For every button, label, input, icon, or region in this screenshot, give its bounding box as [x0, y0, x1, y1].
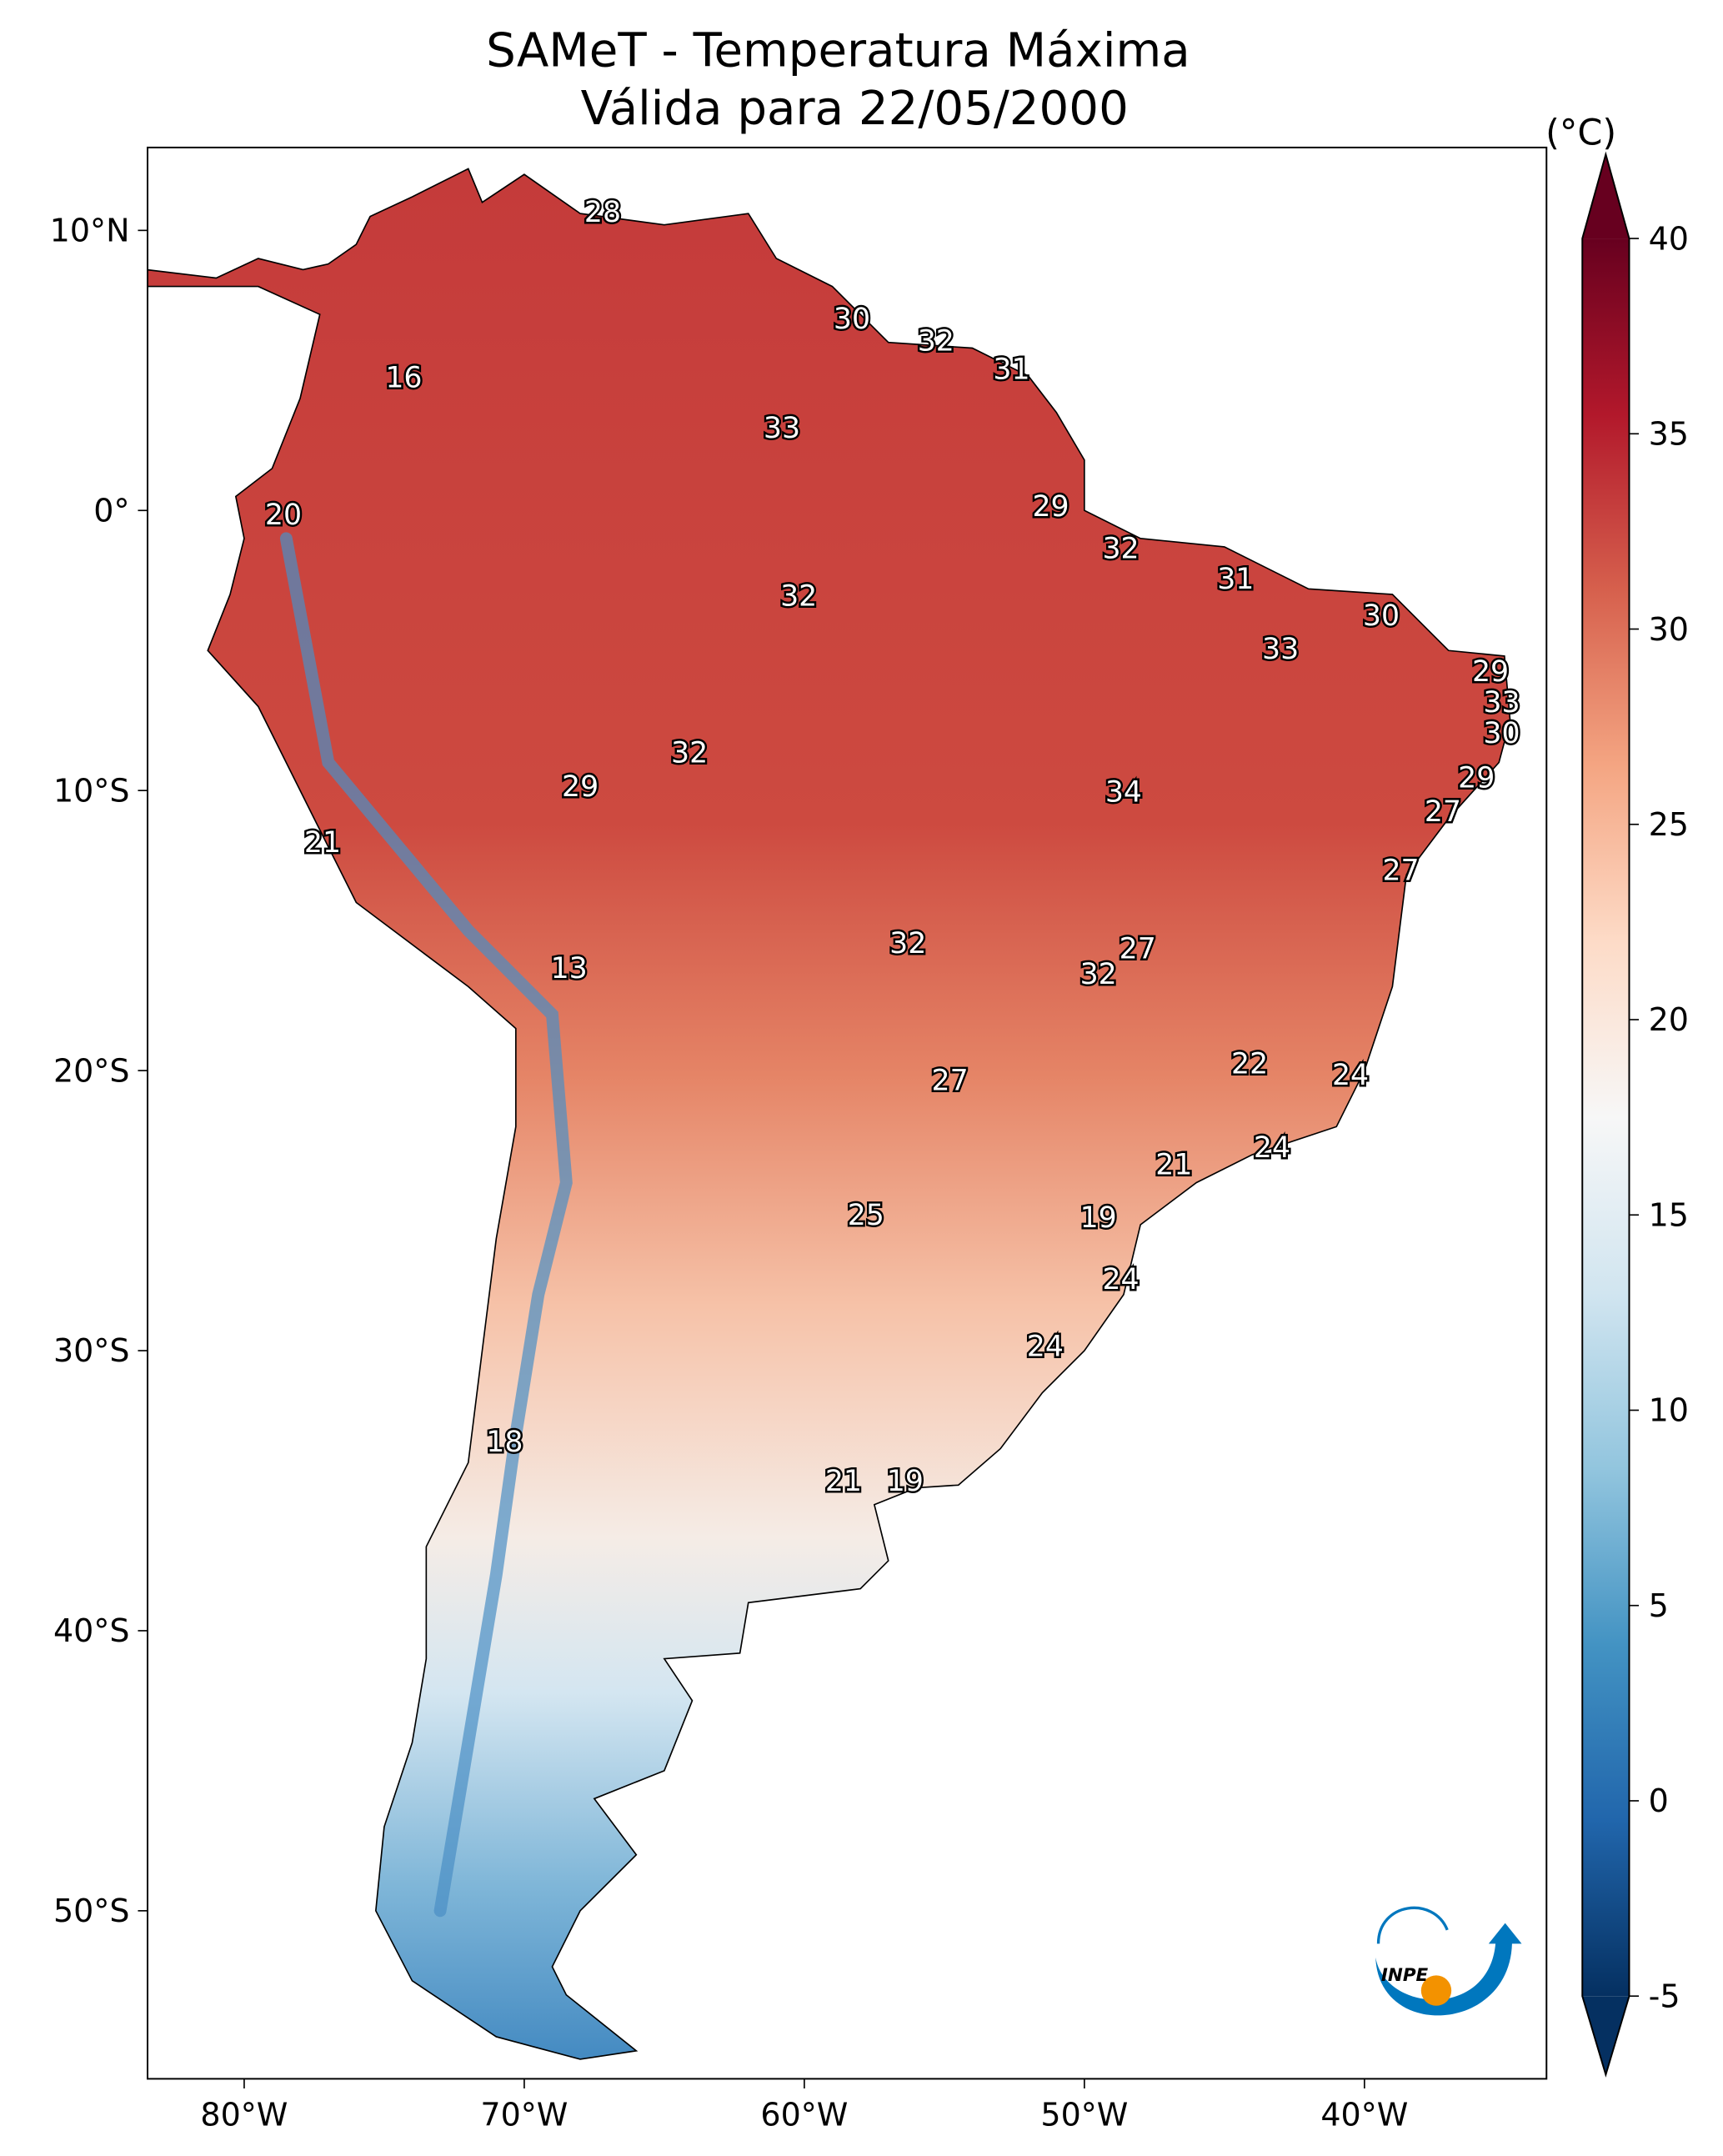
- colorbar-extend-max: [1582, 154, 1630, 239]
- lon-tick-label: 70°W: [480, 2097, 568, 2133]
- colorbar-tick-label: 15: [1649, 1196, 1689, 1233]
- temperature-label: 29: [1458, 762, 1495, 795]
- south-america-landmass: [148, 168, 1511, 2060]
- lat-tick-label: 0°: [93, 492, 129, 529]
- colorbar-tick-label: 0: [1649, 1782, 1669, 1819]
- temperature-label: 25: [848, 1199, 884, 1232]
- temperature-label: 32: [889, 927, 926, 960]
- temperature-label: 22: [1231, 1047, 1268, 1081]
- lat-tick-label: 50°S: [53, 1893, 130, 1929]
- temperature-label: 21: [825, 1465, 862, 1498]
- lat-tick-label: 10°N: [50, 213, 130, 249]
- lon-tick-label: 60°W: [760, 2097, 848, 2133]
- temperature-label: 24: [1332, 1059, 1369, 1092]
- temperature-label: 27: [1382, 855, 1419, 888]
- lat-tick-label: 20°S: [53, 1052, 130, 1089]
- map-title: SAMeT - Temperatura Máxima: [486, 23, 1190, 78]
- temperature-label: 30: [1363, 599, 1400, 633]
- temperature-label: 33: [1262, 633, 1299, 666]
- lat-tick-label: 10°S: [53, 772, 130, 809]
- temperature-label: 31: [993, 353, 1029, 386]
- temperature-label: 13: [551, 952, 588, 985]
- temperature-label: 29: [562, 770, 599, 804]
- colorbar-unit: (°C): [1545, 113, 1616, 154]
- colorbar-tick-label: 20: [1649, 1001, 1689, 1038]
- temperature-label: 27: [932, 1065, 969, 1098]
- colorbar: (°C) 40 35 30 25 20 15 10 5 0 -5: [1545, 113, 1689, 2078]
- temperature-label: 32: [671, 737, 708, 770]
- temperature-label: 34: [1105, 776, 1142, 810]
- temperature-label: 28: [584, 196, 621, 229]
- temperature-label: 16: [385, 361, 422, 394]
- lon-tick-label: 40°W: [1320, 2097, 1408, 2133]
- logo-text: INPE: [1381, 1965, 1429, 1986]
- colorbar-tick-label: 35: [1649, 416, 1689, 453]
- temperature-label: 30: [1483, 717, 1520, 750]
- temperature-label: 32: [1080, 958, 1117, 991]
- temperature-label: 32: [780, 579, 817, 613]
- temperature-label: 24: [1027, 1331, 1064, 1364]
- temperature-label: 32: [918, 325, 954, 358]
- colorbar-tick-label: 25: [1649, 806, 1689, 843]
- lat-tick-label: 40°S: [53, 1612, 130, 1649]
- temperature-label: 31: [1217, 563, 1254, 596]
- temperature-label: 27: [1425, 795, 1461, 829]
- lat-tick-label: 30°S: [53, 1332, 130, 1369]
- temperature-label: 27: [1119, 933, 1156, 966]
- temperature-label: 32: [1102, 532, 1139, 565]
- temperature-label: 29: [1032, 490, 1069, 524]
- temperature-label: 33: [764, 412, 800, 445]
- lon-tick-label: 80°W: [200, 2097, 288, 2133]
- temperature-label: 30: [834, 303, 870, 336]
- inpe-logo: INPE: [1375, 1906, 1522, 2016]
- temperature-label: 24: [1254, 1131, 1290, 1165]
- colorbar-tick-label: 30: [1649, 611, 1689, 648]
- andes-cold-band: [279, 532, 573, 1918]
- map-frame: [147, 146, 1548, 2080]
- colorbar-tick-label: 10: [1649, 1392, 1689, 1429]
- temperature-label: 20: [265, 499, 302, 532]
- lon-tick-label: 50°W: [1040, 2097, 1128, 2133]
- colorbar-tick-label: 40: [1649, 220, 1689, 257]
- colorbar-extend-min: [1582, 1996, 1630, 2075]
- temperature-label: 18: [486, 1426, 523, 1459]
- temperature-label: 24: [1102, 1263, 1139, 1296]
- temperature-label: 21: [1155, 1148, 1192, 1181]
- map-subtitle: Válida para 22/05/2000: [581, 82, 1129, 136]
- temperature-label: 33: [1483, 686, 1520, 720]
- temperature-label: 19: [1080, 1201, 1117, 1235]
- colorbar-tick-label: 5: [1649, 1587, 1669, 1624]
- temperature-label: 21: [304, 826, 341, 860]
- temperature-label: 19: [887, 1465, 924, 1498]
- temperature-label: 29: [1472, 655, 1509, 689]
- colorbar-tick-label: -5: [1649, 1978, 1680, 2014]
